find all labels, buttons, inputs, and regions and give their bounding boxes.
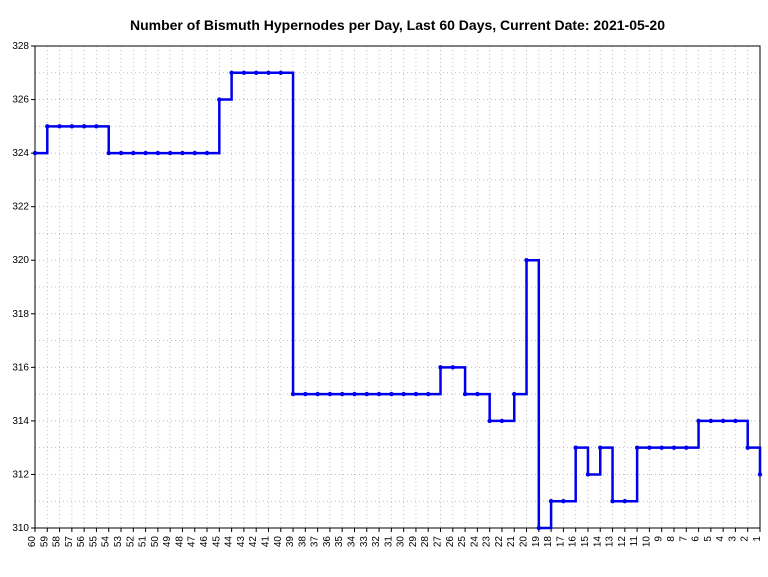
svg-text:3: 3 (727, 536, 738, 542)
svg-text:21: 21 (506, 536, 517, 548)
svg-text:49: 49 (162, 536, 173, 548)
svg-text:20: 20 (519, 536, 530, 548)
svg-text:42: 42 (248, 536, 259, 548)
svg-text:310: 310 (12, 523, 29, 534)
svg-text:30: 30 (396, 536, 407, 548)
svg-text:51: 51 (138, 536, 149, 548)
svg-text:12: 12 (617, 536, 628, 548)
svg-text:320: 320 (12, 255, 29, 266)
svg-text:29: 29 (408, 536, 419, 548)
svg-text:47: 47 (187, 536, 198, 548)
svg-text:27: 27 (433, 536, 444, 548)
svg-text:31: 31 (383, 536, 394, 548)
svg-text:9: 9 (654, 536, 665, 542)
svg-text:23: 23 (482, 536, 493, 548)
svg-text:44: 44 (224, 536, 235, 548)
svg-text:22: 22 (494, 536, 505, 548)
svg-text:24: 24 (469, 536, 480, 548)
svg-text:26: 26 (445, 536, 456, 548)
svg-text:58: 58 (52, 536, 63, 548)
svg-text:13: 13 (605, 536, 616, 548)
svg-text:8: 8 (666, 536, 677, 542)
svg-text:41: 41 (260, 536, 271, 548)
svg-text:17: 17 (555, 536, 566, 548)
svg-text:46: 46 (199, 536, 210, 548)
svg-text:2: 2 (740, 536, 751, 542)
svg-text:16: 16 (568, 536, 579, 548)
svg-text:54: 54 (101, 536, 112, 548)
svg-text:28: 28 (420, 536, 431, 548)
svg-text:7: 7 (678, 536, 689, 542)
svg-text:314: 314 (12, 416, 29, 427)
svg-text:50: 50 (150, 536, 161, 548)
svg-text:37: 37 (310, 536, 321, 548)
svg-text:53: 53 (113, 536, 124, 548)
svg-text:39: 39 (285, 536, 296, 548)
svg-text:328: 328 (12, 41, 29, 52)
svg-text:33: 33 (359, 536, 370, 548)
svg-text:4: 4 (715, 536, 726, 542)
svg-text:36: 36 (322, 536, 333, 548)
svg-text:32: 32 (371, 536, 382, 548)
svg-text:60: 60 (27, 536, 38, 548)
svg-text:52: 52 (125, 536, 136, 548)
svg-text:11: 11 (629, 536, 640, 547)
svg-text:25: 25 (457, 536, 468, 548)
svg-text:48: 48 (174, 536, 185, 548)
svg-text:38: 38 (297, 536, 308, 548)
svg-text:57: 57 (64, 536, 75, 548)
svg-text:15: 15 (580, 536, 591, 548)
svg-text:6: 6 (691, 536, 702, 542)
svg-text:1: 1 (752, 536, 763, 542)
svg-text:316: 316 (12, 362, 29, 373)
svg-text:5: 5 (703, 536, 714, 542)
svg-text:10: 10 (641, 536, 652, 548)
svg-text:312: 312 (12, 469, 29, 480)
svg-text:14: 14 (592, 536, 603, 548)
svg-text:318: 318 (12, 309, 29, 320)
hypernodes-step-chart: 3103123143163183203223243263286059585756… (0, 0, 768, 577)
svg-text:Number of Bismuth Hypernodes p: Number of Bismuth Hypernodes per Day, La… (130, 17, 665, 33)
svg-text:56: 56 (76, 536, 87, 548)
svg-text:326: 326 (12, 95, 29, 106)
svg-text:45: 45 (211, 536, 222, 548)
svg-text:19: 19 (531, 536, 542, 548)
svg-text:35: 35 (334, 536, 345, 548)
svg-text:43: 43 (236, 536, 247, 548)
svg-text:34: 34 (346, 536, 357, 548)
svg-text:18: 18 (543, 536, 554, 548)
svg-text:55: 55 (88, 536, 99, 548)
svg-text:40: 40 (273, 536, 284, 548)
svg-text:59: 59 (39, 536, 50, 548)
svg-text:324: 324 (12, 148, 29, 159)
svg-text:322: 322 (12, 202, 29, 213)
